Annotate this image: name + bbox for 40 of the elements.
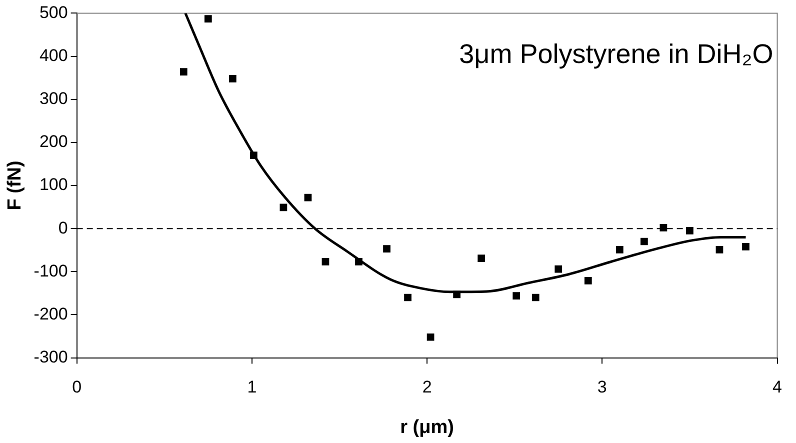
point bbox=[204, 15, 212, 22]
y-tick-label: 400 bbox=[39, 46, 68, 65]
point bbox=[453, 290, 460, 298]
point bbox=[616, 246, 624, 254]
point bbox=[640, 238, 648, 246]
point bbox=[250, 152, 258, 160]
point bbox=[180, 68, 188, 76]
x-tick-label: 4 bbox=[772, 378, 782, 397]
point bbox=[584, 277, 592, 284]
point bbox=[426, 333, 434, 341]
point bbox=[383, 245, 390, 252]
point bbox=[478, 254, 486, 262]
y-tick-label: -200 bbox=[34, 304, 68, 324]
point bbox=[304, 194, 312, 202]
point bbox=[686, 227, 694, 234]
y-tick-label: -100 bbox=[34, 261, 68, 280]
y-tick-label: -300 bbox=[34, 347, 68, 366]
annotation: 3μm Polystyrene in DiH₂O bbox=[459, 39, 774, 70]
x-tick-label: 2 bbox=[422, 378, 432, 397]
y-tick-label: 0 bbox=[58, 218, 68, 238]
point bbox=[716, 246, 724, 254]
point bbox=[512, 292, 520, 300]
point bbox=[554, 265, 562, 273]
x-tick-label: 3 bbox=[597, 378, 607, 397]
point bbox=[228, 74, 236, 82]
y-tick-label: 100 bbox=[39, 175, 68, 194]
point bbox=[404, 294, 412, 302]
y-axis-title: F (fN) bbox=[4, 160, 26, 210]
point bbox=[742, 242, 750, 250]
x-tick-label: 1 bbox=[247, 378, 257, 397]
point bbox=[322, 258, 330, 266]
point bbox=[280, 204, 288, 212]
point bbox=[355, 258, 362, 266]
y-tick-label: 300 bbox=[39, 89, 68, 108]
point bbox=[532, 294, 540, 302]
x-axis-title: r (μm) bbox=[400, 416, 454, 438]
point bbox=[660, 224, 668, 232]
y-tick-label: 500 bbox=[39, 2, 68, 22]
y-tick-label: 200 bbox=[39, 132, 68, 152]
x-tick-label: 0 bbox=[72, 378, 82, 397]
